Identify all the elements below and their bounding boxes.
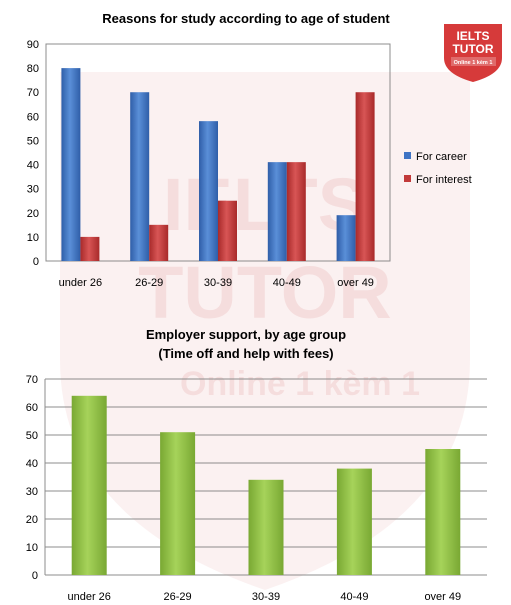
chart2-y-tick-label: 0: [32, 570, 38, 582]
chart2-x-tick-label: 26-29: [164, 591, 192, 603]
chart2-bar: [71, 395, 107, 575]
chart2-plot: 0 10 20 30 40 50 60 70 under 26 26-29 30-39 40-49 ov…: [26, 374, 487, 603]
chart1-bar-career: [267, 162, 287, 261]
logo-band: [451, 57, 496, 66]
chart1-bar-career: [61, 68, 81, 261]
chart1-y-tick-label: 0: [33, 256, 39, 268]
chart2-y-tick-label: 40: [26, 458, 38, 470]
chart1-title: Reasons for study according to age of st…: [102, 11, 390, 26]
chart2-y-tick-label: 30: [26, 486, 38, 498]
chart1-x-tick-label: 26-29: [135, 277, 163, 289]
watermark-line1: IELTS: [163, 163, 367, 246]
ielts-tutor-logo: IELTS TUTOR Online 1 kèm 1: [444, 24, 502, 82]
chart2-bar: [425, 449, 461, 575]
chart2-subtitle: (Time off and help with fees): [158, 346, 333, 361]
legend-swatch-career: [404, 152, 411, 159]
chart1-y-tick-label: 10: [27, 232, 39, 244]
logo-shield: [444, 24, 502, 82]
chart2-title: Employer support, by age group: [146, 327, 346, 342]
chart1-x-tick-label: under 26: [59, 277, 102, 289]
chart2-bar: [336, 468, 372, 575]
chart1-legend: For career For interest: [404, 151, 472, 186]
chart1-y-tick-label: 50: [27, 135, 39, 147]
chart1-bar-interest: [355, 92, 375, 261]
legend-label-career: For career: [416, 151, 467, 163]
chart1-y-tick-label: 80: [27, 63, 39, 75]
chart1-y-tick-label: 90: [27, 39, 39, 51]
logo-line3: Online 1 kèm 1: [454, 60, 493, 66]
watermark-text-group: IELTS TUTOR Online 1 kèm 1: [138, 163, 420, 403]
logo-line1: IELTS: [456, 29, 489, 43]
chart2-x-tick-label: under 26: [67, 591, 110, 603]
chart2-y-tick-label: 70: [26, 374, 38, 386]
chart1-x-tick-label: over 49: [337, 277, 374, 289]
chart2-y-tick-label: 60: [26, 402, 38, 414]
chart1-y-tick-label: 20: [27, 208, 39, 220]
logo-line2: TUTOR: [452, 42, 493, 56]
chart1-bar-career: [199, 121, 218, 262]
chart1-y-tick-label: 60: [27, 111, 39, 123]
chart2-y-tick-label: 50: [26, 430, 38, 442]
chart1-bar-interest: [80, 236, 100, 261]
chart2-x-tick-label: 30-39: [252, 591, 280, 603]
chart1-y-tick-label: 40: [27, 160, 39, 172]
chart1-bar-interest: [149, 224, 169, 261]
chart1-plot: 0 10 20 30 40 50 60 70 80 90 under 26 26-29 30-39 40-…: [27, 39, 391, 289]
chart1-x-tick-label: 30-39: [204, 277, 232, 289]
chart2-bar: [160, 432, 196, 575]
chart2-x-tick-label: over 49: [424, 591, 461, 603]
legend-swatch-interest: [404, 175, 411, 182]
legend-label-interest: For interest: [416, 174, 472, 186]
chart1-bar-career: [336, 215, 356, 261]
chart2-bar: [248, 479, 284, 575]
chart2-y-tick-label: 20: [26, 514, 38, 526]
chart2-y-tick-label: 10: [26, 542, 38, 554]
chart1-y-tick-label: 30: [27, 184, 39, 196]
chart2-x-tick-label: 40-49: [340, 591, 368, 603]
chart1-bar-interest: [218, 200, 237, 261]
watermark-line2: TUTOR: [138, 251, 392, 334]
chart1-bar-career: [130, 92, 150, 261]
chart1-x-tick-label: 40-49: [273, 277, 301, 289]
chart1-y-tick-label: 70: [27, 87, 39, 99]
watermark-line3: Online 1 kèm 1: [180, 365, 420, 403]
chart1-bar-interest: [286, 162, 306, 261]
